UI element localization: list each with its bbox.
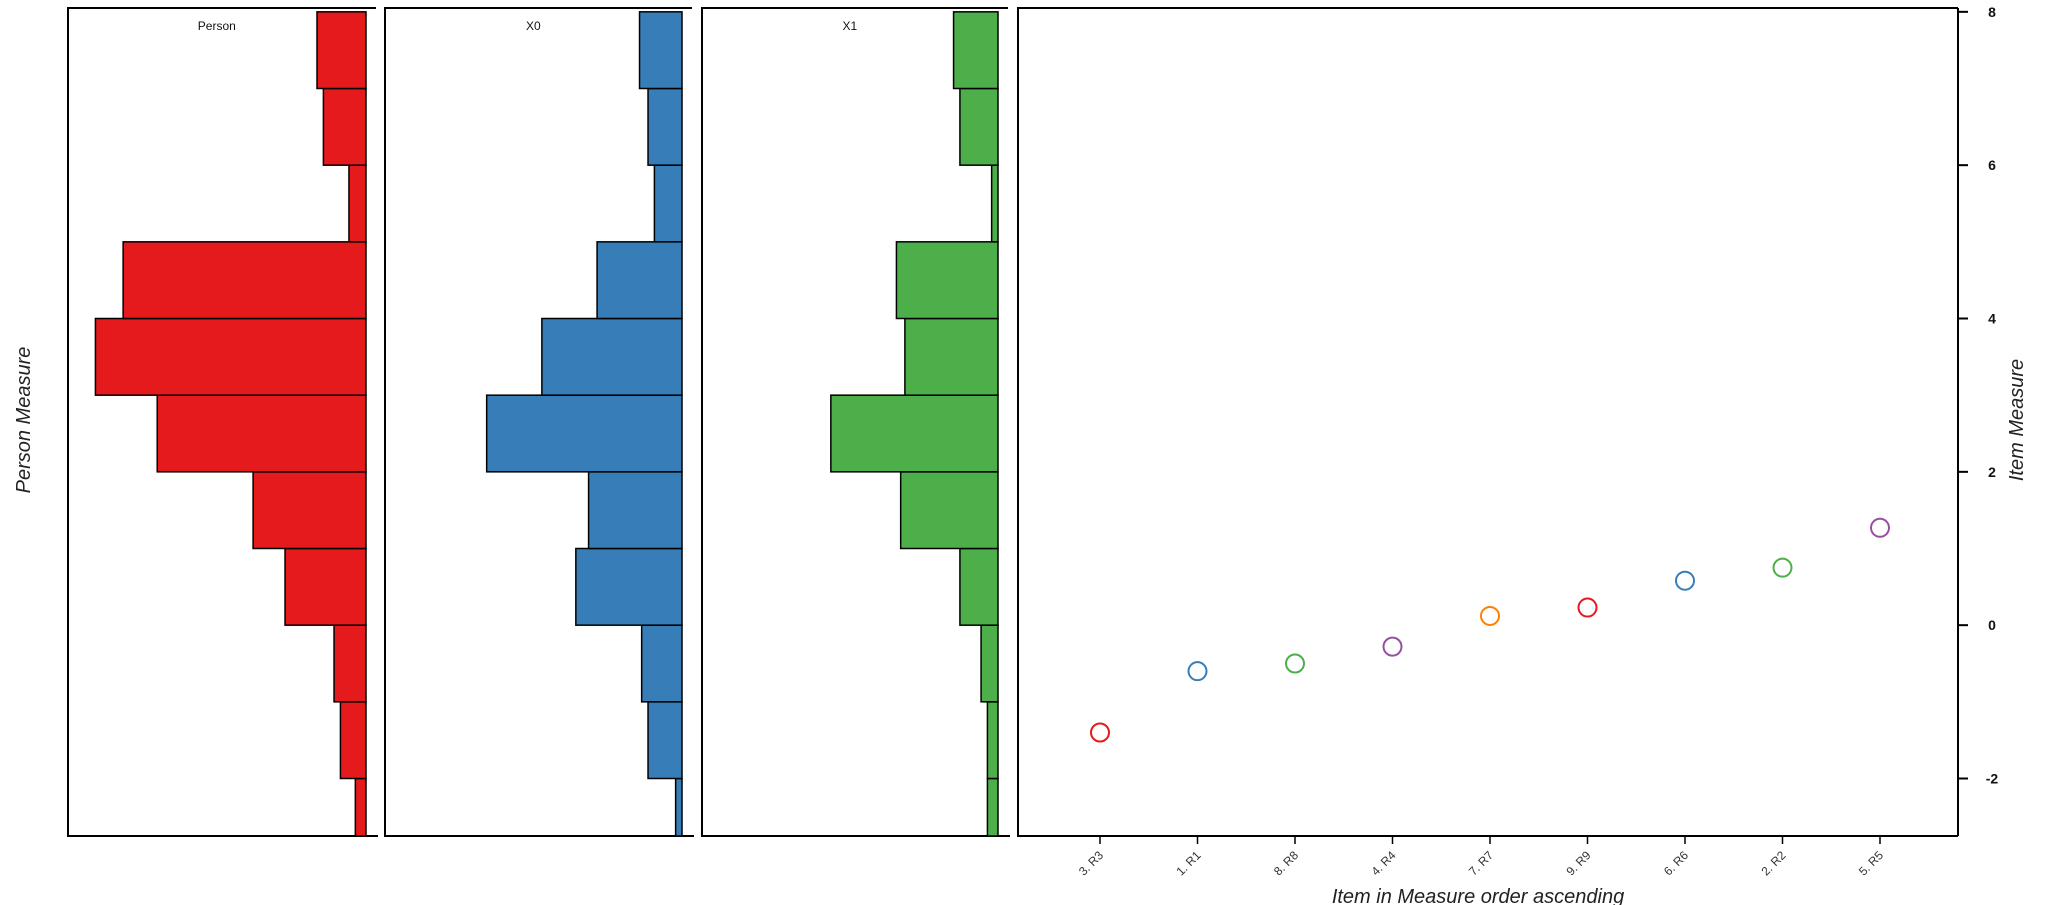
histogram-bar xyxy=(156,394,367,473)
histogram-bar xyxy=(316,11,367,90)
histogram-panels: Person X0 X1 xyxy=(67,7,1010,837)
item-point xyxy=(1577,597,1598,618)
item-category-label: 7. R7 xyxy=(1466,848,1496,878)
item-point xyxy=(1285,653,1305,674)
y-tick-label: -2 xyxy=(1986,771,1999,787)
item-category-label: 9. R9 xyxy=(1563,848,1593,878)
item-point xyxy=(1187,661,1208,682)
histogram-bar xyxy=(904,317,999,396)
item-category-label: 4. R4 xyxy=(1368,848,1398,878)
histogram-bar xyxy=(638,11,683,90)
panel-frame xyxy=(701,7,1010,837)
histogram-bar xyxy=(354,777,367,837)
item-point xyxy=(1382,636,1403,657)
histogram-bar xyxy=(284,547,367,626)
x-axis-label: Item in Measure order ascending xyxy=(1332,886,1624,905)
panel-frame xyxy=(67,7,378,837)
y-tick-label: 8 xyxy=(1988,4,1996,20)
histogram-bar xyxy=(640,624,683,703)
item-category-label: 5. R5 xyxy=(1856,848,1886,878)
y-axis-label-right: Item Measure xyxy=(2006,359,2028,481)
panel-title: X1 xyxy=(842,19,857,33)
panel-frame xyxy=(384,7,694,837)
histogram-panel-x0: X0 xyxy=(384,7,694,837)
item-category-label: 8. R8 xyxy=(1271,848,1301,878)
histogram-bar xyxy=(647,87,683,166)
histogram-bar xyxy=(94,317,367,396)
histogram-bar xyxy=(895,241,999,320)
item-point xyxy=(1772,557,1793,578)
histogram-bar xyxy=(830,394,999,473)
histogram-bar xyxy=(485,394,683,473)
histogram-bar xyxy=(952,11,999,90)
histogram-bar xyxy=(986,701,999,780)
panel-title: X0 xyxy=(526,19,541,33)
histogram-bar xyxy=(541,317,683,396)
y-tick-label: 6 xyxy=(1988,157,1996,173)
item-point xyxy=(1090,722,1110,743)
item-panel-frame xyxy=(1017,7,1958,837)
histogram-panel-x1: X1 xyxy=(701,7,1010,837)
histogram-panel-person: Person xyxy=(67,7,378,837)
y-axis-label-left: Person Measure xyxy=(13,347,35,494)
histogram-bar xyxy=(252,471,367,550)
histogram-bar xyxy=(647,701,683,780)
histogram-bar xyxy=(959,547,999,626)
item-point xyxy=(1675,570,1695,591)
histogram-bar xyxy=(990,164,999,243)
y-tick-label: 2 xyxy=(1988,464,1996,480)
panel-title: Person xyxy=(198,19,236,33)
histogram-bar xyxy=(959,87,999,166)
y-tick-label: 0 xyxy=(1988,617,1996,633)
histogram-bar xyxy=(596,241,683,320)
histogram-bar xyxy=(980,624,999,703)
histogram-bar xyxy=(653,164,683,243)
item-panel: -2 0 2 4 6 8 3. R3 1. R1 8. R8 4. R4 7. R7 9. R9 6. … xyxy=(1017,4,1999,878)
histogram-bar xyxy=(333,624,367,703)
item-point xyxy=(1480,605,1500,626)
histogram-bar xyxy=(322,87,367,166)
histogram-bar xyxy=(122,241,367,320)
item-point xyxy=(1870,517,1890,538)
item-category-label: 6. R6 xyxy=(1661,848,1691,878)
item-category-label: 2. R2 xyxy=(1758,848,1788,878)
histogram-bar xyxy=(587,471,683,550)
histogram-bar xyxy=(899,471,999,550)
histogram-bar xyxy=(986,777,999,837)
item-category-label: 1. R1 xyxy=(1173,848,1203,878)
item-category-label: 3. R3 xyxy=(1076,848,1106,878)
histogram-bar xyxy=(575,547,683,626)
histogram-bar xyxy=(674,777,683,837)
y-tick-label: 4 xyxy=(1988,311,1996,327)
histogram-bar xyxy=(339,701,367,780)
histogram-bar xyxy=(348,164,367,243)
